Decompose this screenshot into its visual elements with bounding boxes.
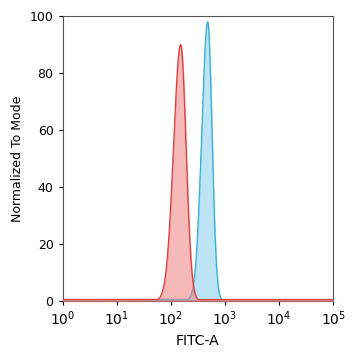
- Y-axis label: Normalized To Mode: Normalized To Mode: [11, 95, 24, 222]
- X-axis label: FITC-A: FITC-A: [176, 334, 220, 348]
